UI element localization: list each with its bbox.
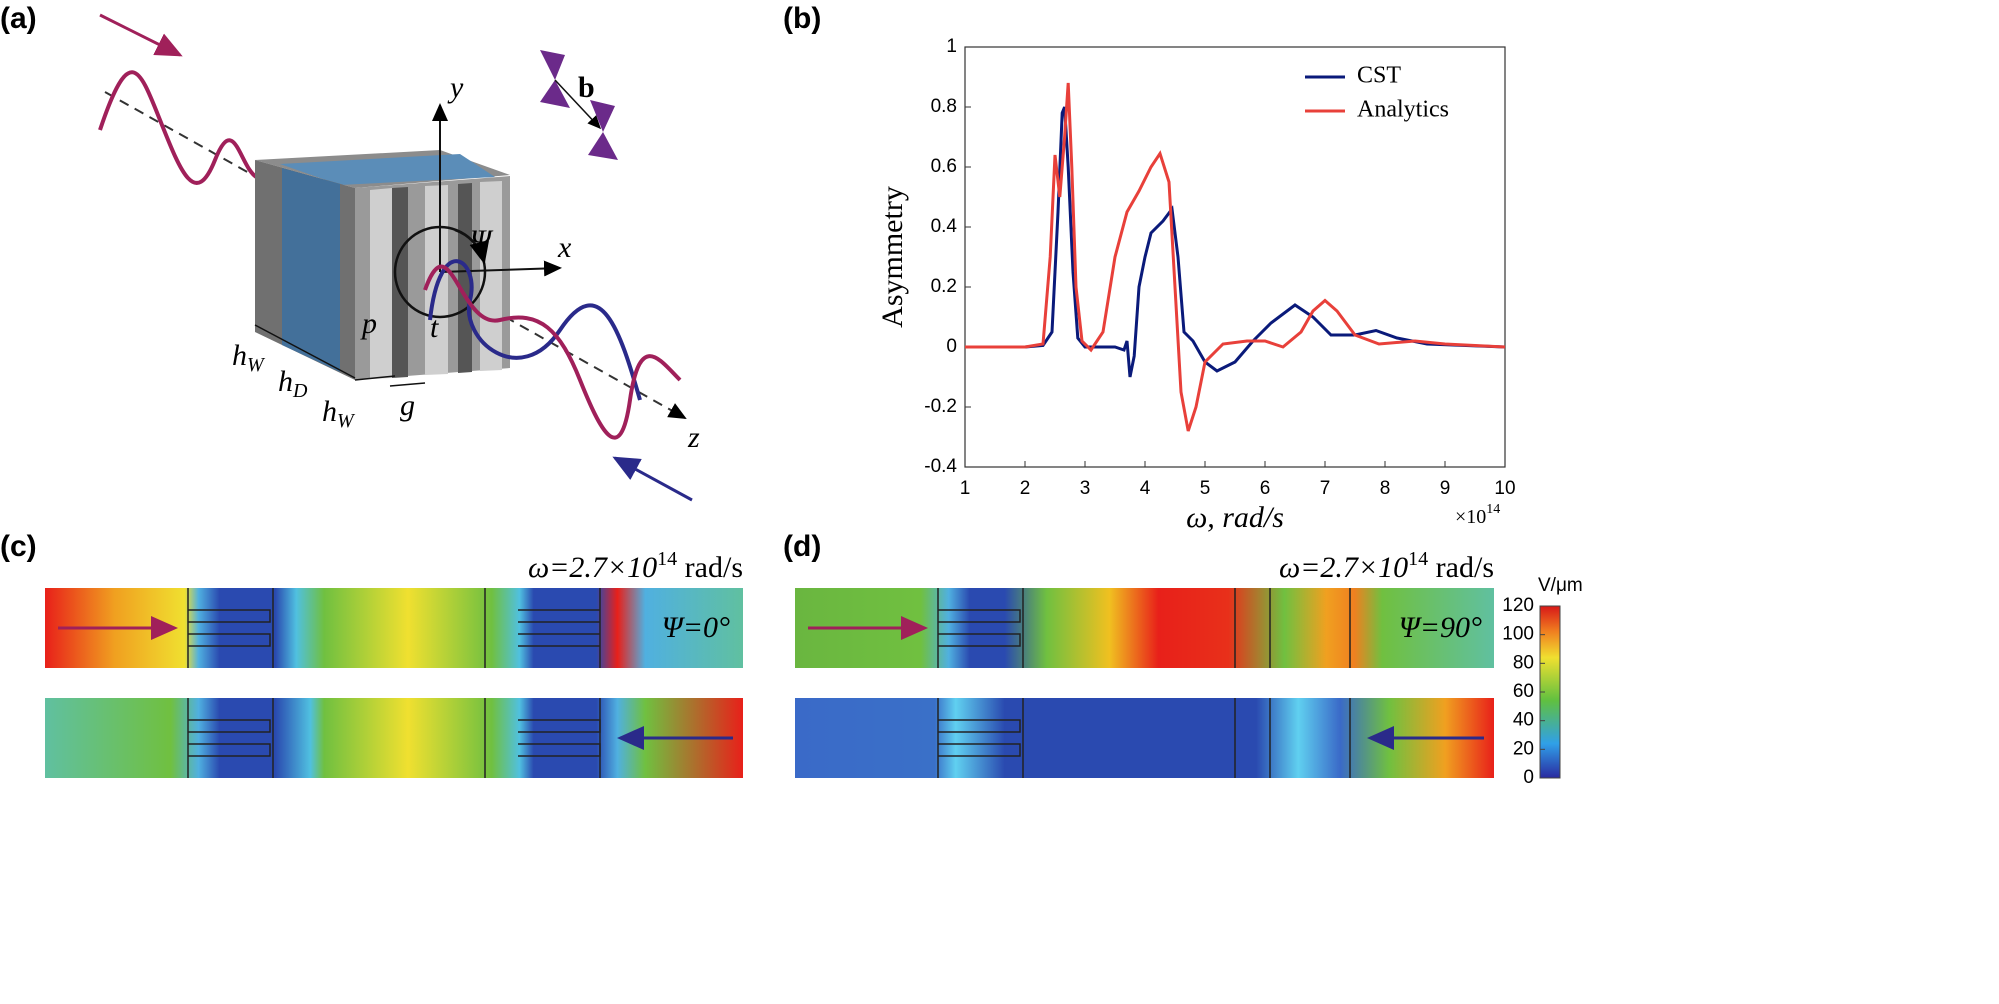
bar — [480, 181, 502, 371]
sub: W — [247, 354, 266, 376]
exp: 14 — [1408, 548, 1428, 570]
dimension-lines — [254, 324, 426, 387]
arrow — [612, 456, 693, 502]
line-series — [965, 106, 1506, 378]
dim-label: hW — [232, 339, 266, 376]
rotation-arrow — [454, 228, 490, 265]
angle-label: Ψ — [470, 224, 494, 257]
base: ×10 — [1455, 506, 1486, 528]
x-tick-label: 3 — [1080, 478, 1091, 499]
vector-label: b — [578, 71, 595, 104]
h: h — [278, 365, 293, 398]
field-maps: ω=2.7×1014 rad/s ω=2.7×1014 rad/s Ψ=0° Ψ… — [45, 548, 1494, 778]
line-series — [965, 82, 1506, 432]
wave-blue — [428, 259, 642, 401]
x-tick-label: 9 — [1440, 478, 1451, 499]
dim-label: hD — [278, 365, 308, 402]
y-axis-label: Asymmetry — [876, 186, 909, 328]
h: h — [232, 339, 247, 372]
top-stripe — [280, 154, 495, 185]
y-tick-label: -0.2 — [924, 396, 957, 417]
x-tick-label: 8 — [1380, 478, 1391, 499]
angle-label: Ψ=90° — [1399, 611, 1482, 644]
side-stripe — [282, 168, 340, 372]
incident-wave — [98, 70, 260, 185]
colorbar-tick-label: 80 — [1513, 652, 1534, 673]
x-axis-label: ω, rad/s — [1186, 501, 1284, 534]
groove — [392, 187, 408, 378]
arrow — [99, 13, 183, 57]
dim-label: p — [360, 307, 377, 340]
colorbar-label: V/μm — [1538, 575, 1583, 596]
colorbar-tick-label: 40 — [1513, 710, 1534, 731]
panel-label: (d) — [783, 530, 821, 563]
plot-frame — [964, 46, 1506, 468]
bar — [370, 188, 392, 379]
frequency-label: ω=2.7×1014 rad/s — [1279, 548, 1494, 584]
post: rad/s — [677, 551, 743, 584]
y-tick-label: 0.8 — [931, 96, 957, 117]
colorbar: V/μm 0 20 40 60 80 100 120 — [1502, 575, 1582, 788]
legend-label: Analytics — [1357, 97, 1449, 123]
panel-label: (c) — [0, 530, 37, 563]
vector-arrow — [554, 79, 602, 130]
y-tick-label: 0.4 — [931, 216, 958, 237]
x-tick-label: 6 — [1260, 478, 1271, 499]
x-tick-label: 5 — [1200, 478, 1211, 499]
colorbar-tick-label: 20 — [1513, 738, 1534, 759]
x-tick-label: 4 — [1140, 478, 1151, 499]
structure-outline — [187, 588, 1351, 778]
sub: W — [337, 410, 356, 432]
x-tick-label: 1 — [960, 478, 971, 499]
x-axis — [439, 260, 562, 277]
y-tick-label: 0.6 — [931, 156, 957, 177]
bar — [425, 185, 448, 375]
groove — [458, 183, 472, 373]
dim-label: g — [400, 389, 415, 422]
pre: ω=2.7×10 — [528, 551, 657, 584]
y-tick-label: -0.4 — [924, 456, 957, 477]
post: rad/s — [1428, 551, 1494, 584]
x-tick-label: 7 — [1320, 478, 1331, 499]
angle-label: Ψ=0° — [662, 611, 730, 644]
exp: 14 — [1486, 502, 1500, 517]
h: h — [322, 395, 337, 428]
frequency-label: ω=2.7×1014 rad/s — [528, 548, 743, 584]
sub: D — [292, 380, 308, 402]
colorbar-tick-label: 120 — [1502, 595, 1534, 616]
y-tick-label: 0 — [946, 336, 957, 357]
axis-label: x — [557, 231, 572, 264]
dim-label: hW — [322, 395, 356, 432]
diagram: y x z Ψ b p t g hW hD hW — [98, 13, 700, 502]
wave-red — [423, 264, 682, 440]
y-tick-label: 0.2 — [931, 276, 957, 297]
pre: ω=2.7×10 — [1279, 551, 1408, 584]
y-tick-label: 1 — [946, 36, 957, 57]
chart: Asymmetry ω, rad/s ×1014 1 2 3 4 5 6 7 8 9 10-0.4… — [876, 36, 1516, 534]
colorbar-tick-label: 0 — [1523, 767, 1534, 788]
exp: 14 — [657, 548, 677, 570]
x-tick-label: 2 — [1020, 478, 1031, 499]
colorbar-tick-label: 60 — [1513, 681, 1534, 702]
colorbar-tick-label: 100 — [1502, 624, 1534, 645]
panel-label: (b) — [783, 2, 821, 35]
panel-labels: (a) (b) (c) (d) — [0, 2, 821, 563]
axis-label: y — [447, 71, 464, 104]
dipole-icon — [540, 50, 618, 160]
dim-label: t — [430, 311, 439, 344]
legend-label: CST — [1357, 63, 1401, 89]
x-tick-label: 10 — [1494, 478, 1515, 499]
axis-label: z — [687, 421, 700, 454]
x-axis-label-text: ω, rad/s — [1186, 501, 1284, 534]
x-multiplier: ×1014 — [1455, 502, 1500, 527]
panel-label: (a) — [0, 2, 37, 35]
